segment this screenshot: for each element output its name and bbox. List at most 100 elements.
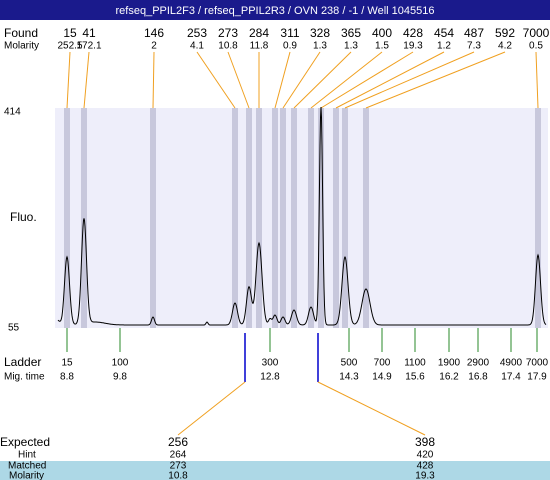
title: refseq_PPIL2F3 / refseq_PPIL2R3 / OVN 23… — [116, 5, 435, 17]
peak-band — [333, 108, 339, 328]
expected-leader — [177, 381, 246, 436]
mig-time: 15.6 — [405, 372, 425, 383]
mig-time: 17.4 — [501, 372, 521, 383]
found-size: 592 — [495, 26, 515, 40]
leader — [365, 51, 506, 109]
y-label: Fluo. — [10, 210, 37, 224]
leader — [282, 51, 321, 109]
leader — [152, 51, 155, 109]
ladder-size: 2900 — [467, 358, 490, 369]
found-label: Found — [4, 26, 38, 40]
peak-band — [256, 108, 262, 328]
peak-band — [308, 108, 314, 328]
found-size: 7000 — [523, 26, 550, 40]
molarity-value: 10.8 — [168, 471, 188, 480]
peak-band — [342, 108, 348, 328]
mig-time: 12.8 — [260, 372, 280, 383]
leader — [293, 51, 352, 109]
trace — [57, 106, 547, 326]
found-size: 146 — [144, 26, 164, 40]
peak-band — [318, 108, 324, 328]
leader — [344, 51, 475, 109]
found-size: 311 — [280, 26, 299, 40]
matched-value: 273 — [170, 461, 187, 472]
hint-label: Hint — [18, 450, 36, 461]
ladder-size: 4900 — [500, 358, 523, 369]
found-molarity: 0.9 — [283, 41, 297, 52]
ladder-label: Ladder — [4, 355, 41, 369]
mig-label: Mig. time — [4, 372, 45, 383]
leader — [83, 51, 90, 109]
mig-time: 14.3 — [339, 372, 359, 383]
found-size: 328 — [310, 26, 330, 40]
peak-band — [150, 108, 156, 328]
found-size: 15 — [63, 26, 77, 40]
mig-time: 8.8 — [60, 372, 74, 383]
matched-label: Matched — [8, 461, 46, 472]
ladder-size: 15 — [61, 358, 73, 369]
leader — [310, 51, 383, 109]
ladder-size: 1100 — [404, 358, 426, 369]
peak-band — [280, 108, 286, 328]
found-molarity: 2 — [151, 41, 157, 52]
peak-band — [232, 108, 238, 328]
peak-band — [246, 108, 252, 328]
found-molarity: 10.8 — [218, 41, 238, 52]
leader — [196, 51, 236, 109]
leader — [535, 51, 539, 109]
peak-band — [363, 108, 369, 328]
found-molarity: 1.3 — [344, 41, 358, 52]
title-bar — [0, 0, 550, 20]
found-size: 400 — [372, 26, 392, 40]
ladder-size: 7000 — [526, 358, 549, 369]
found-size: 487 — [464, 26, 484, 40]
leader — [335, 51, 445, 109]
found-size: 454 — [434, 26, 454, 40]
matched-band — [0, 461, 550, 480]
found-size: 273 — [218, 26, 238, 40]
found-size: 41 — [82, 26, 96, 40]
mig-time: 9.8 — [113, 372, 127, 383]
leader — [320, 51, 414, 109]
peak-band — [291, 108, 297, 328]
ladder-size: 500 — [341, 358, 358, 369]
found-molarity: 172.1 — [76, 41, 101, 52]
found-size: 284 — [249, 26, 269, 40]
mig-time: 16.2 — [439, 372, 459, 383]
mig-time: 14.9 — [372, 372, 392, 383]
found-molarity: 19.3 — [403, 41, 423, 52]
expected-label: Expected — [0, 435, 50, 449]
leader — [66, 51, 71, 109]
found-size: 253 — [187, 26, 207, 40]
molarity-value: 19.3 — [415, 471, 435, 480]
found-molarity: 0.5 — [529, 41, 543, 52]
found-size: 428 — [403, 26, 423, 40]
found-molarity: 252.5 — [57, 41, 82, 52]
leader — [227, 51, 250, 109]
ladder-size: 700 — [374, 358, 391, 369]
peak-band — [81, 108, 87, 328]
molarity-label: Molarity — [4, 41, 39, 52]
found-molarity: 1.5 — [375, 41, 389, 52]
peak-band — [535, 108, 541, 328]
hint-value: 264 — [170, 450, 187, 461]
found-molarity: 4.1 — [190, 41, 204, 52]
found-molarity: 7.3 — [467, 41, 481, 52]
found-molarity: 1.3 — [313, 41, 327, 52]
ladder-size: 300 — [262, 358, 279, 369]
expected-leader — [317, 381, 426, 436]
y-top: 414 — [4, 107, 21, 118]
peak-band — [64, 108, 70, 328]
matched-value: 428 — [417, 461, 434, 472]
plot-area — [55, 108, 548, 328]
mig-time: 17.9 — [527, 372, 547, 383]
exp-molarity-label: Molarity — [9, 471, 44, 480]
found-molarity: 1.2 — [437, 41, 451, 52]
found-size: 365 — [341, 26, 361, 40]
ladder-size: 100 — [112, 358, 129, 369]
y-bottom: 55 — [8, 323, 20, 334]
expected-value: 398 — [415, 435, 435, 449]
found-molarity: 4.2 — [498, 41, 512, 52]
hint-value: 420 — [417, 450, 434, 461]
